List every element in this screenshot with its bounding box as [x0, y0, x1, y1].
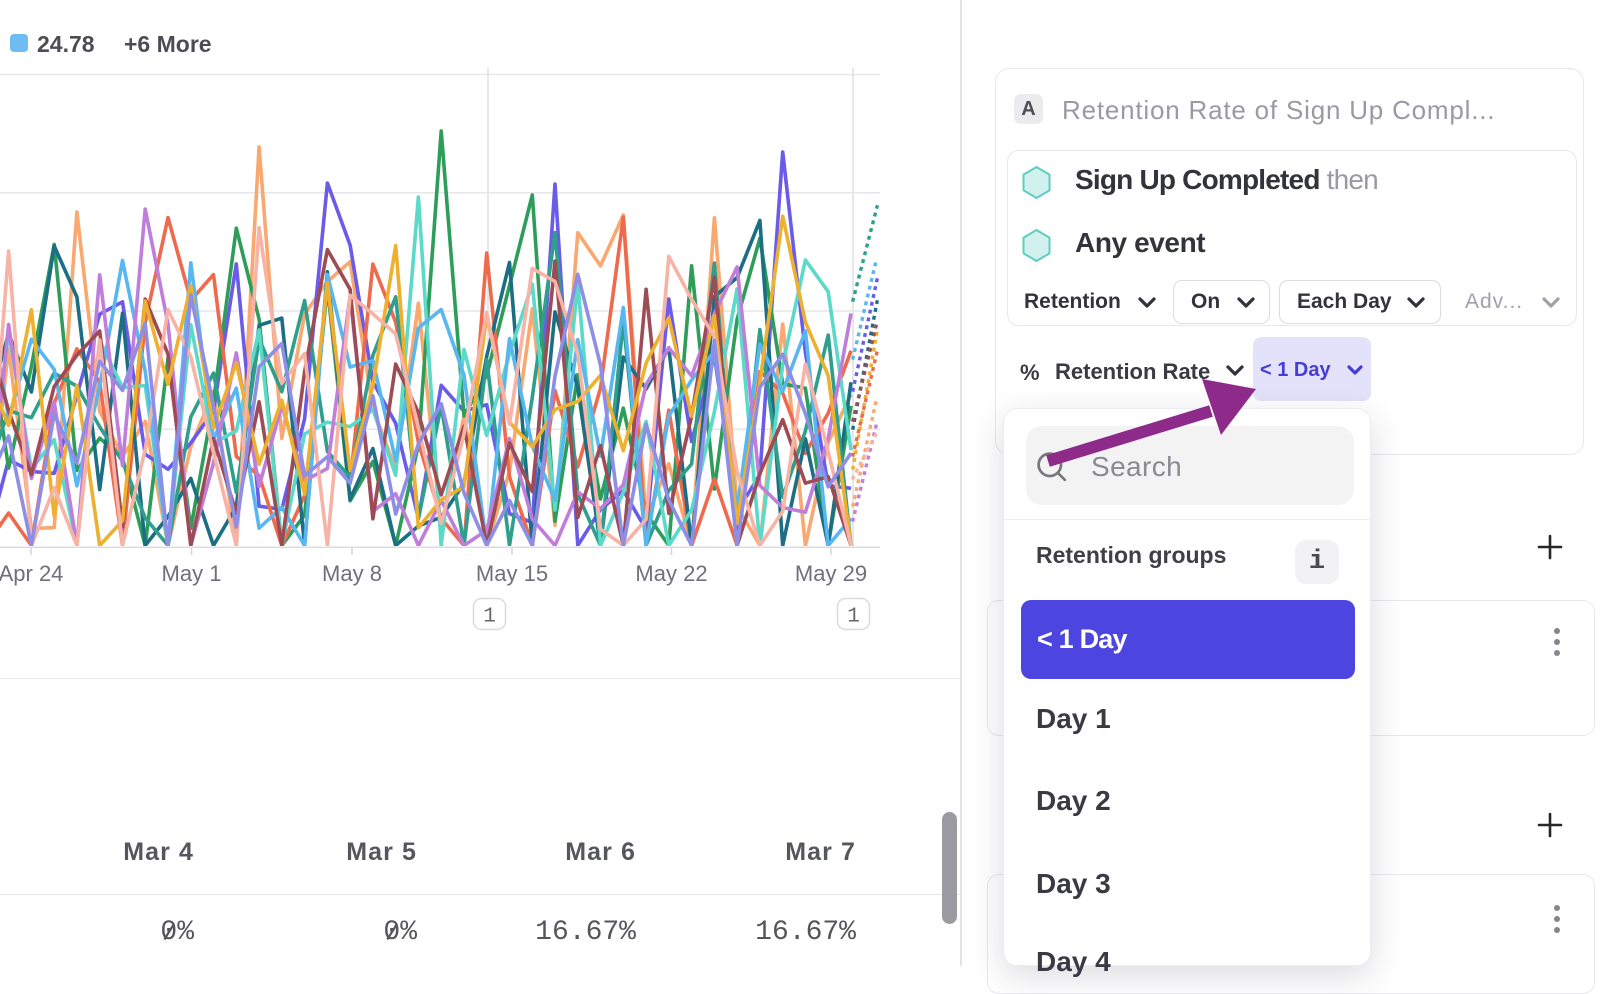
svg-text:May 22: May 22	[635, 561, 707, 586]
svg-text:May 29: May 29	[795, 561, 867, 586]
svg-text:May 1: May 1	[162, 561, 222, 586]
svg-text:Apr 24: Apr 24	[0, 561, 63, 586]
svg-text:1: 1	[847, 606, 860, 629]
svg-text:May 8: May 8	[322, 561, 382, 586]
svg-text:1: 1	[483, 606, 496, 629]
svg-text:May 15: May 15	[476, 561, 548, 586]
